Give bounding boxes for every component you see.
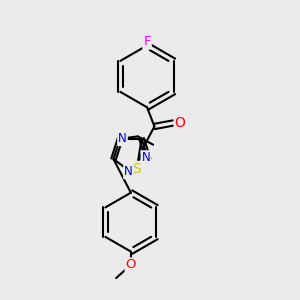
Text: N: N: [124, 165, 133, 178]
Text: O: O: [126, 258, 136, 271]
Text: F: F: [143, 35, 151, 48]
Text: O: O: [175, 116, 185, 130]
Text: S: S: [132, 162, 141, 176]
Text: N: N: [142, 151, 150, 164]
Text: N: N: [118, 132, 127, 145]
